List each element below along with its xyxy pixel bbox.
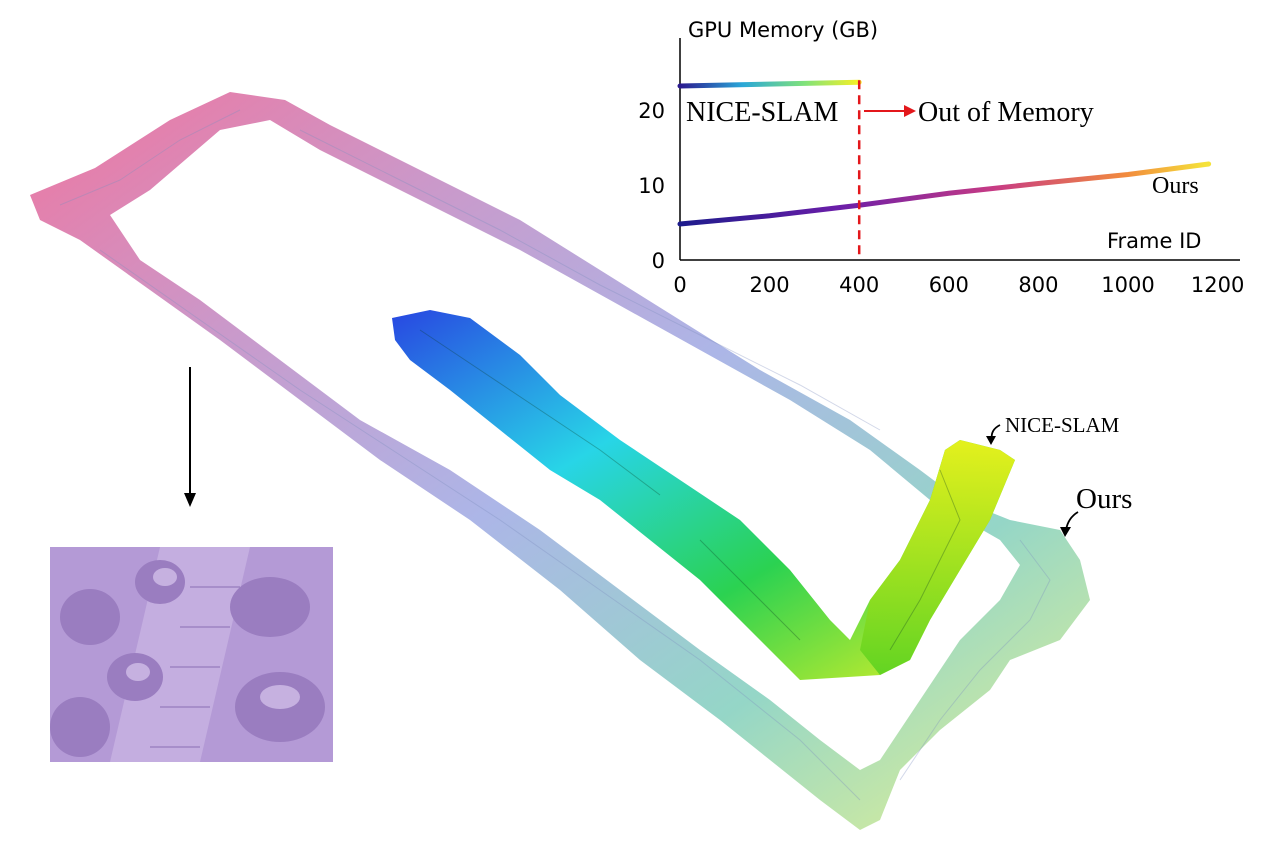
- x-tick-label: 1000: [1101, 273, 1154, 297]
- nice-slam-pointer-head: [986, 436, 996, 445]
- nice-slam-reconstruction: [392, 310, 1015, 680]
- ours-pointer-head: [1060, 527, 1071, 537]
- y-tick-label: 0: [652, 249, 665, 273]
- chart-label-nice-slam: NICE-SLAM: [686, 97, 839, 128]
- chart-label-ours: Ours: [1152, 173, 1199, 199]
- x-tick-label: 600: [929, 273, 969, 297]
- x-tick-label: 800: [1018, 273, 1058, 297]
- y-tick-label: 20: [638, 99, 665, 123]
- x-tick-label: 1200: [1191, 273, 1244, 297]
- scene-label-nice-slam: NICE-SLAM: [1005, 413, 1120, 437]
- x-tick-label: 200: [750, 273, 790, 297]
- chart-background: [680, 35, 1240, 260]
- out-of-memory-arrow-head: [904, 105, 916, 117]
- y-axis-label: GPU Memory (GB): [688, 18, 878, 42]
- series-line-ours: [677, 161, 1212, 227]
- x-axis-label: Frame ID: [1107, 229, 1201, 253]
- zoom-inset: [50, 547, 333, 762]
- x-tick-label: 400: [839, 273, 879, 297]
- x-tick-label: 0: [673, 273, 686, 297]
- series-line-nice-slam: [677, 79, 862, 89]
- scene-label-ours: Ours: [1076, 483, 1132, 515]
- zoom-arrow-head: [184, 493, 196, 507]
- y-tick-label: 10: [638, 174, 665, 198]
- out-of-memory-label: Out of Memory: [918, 97, 1094, 128]
